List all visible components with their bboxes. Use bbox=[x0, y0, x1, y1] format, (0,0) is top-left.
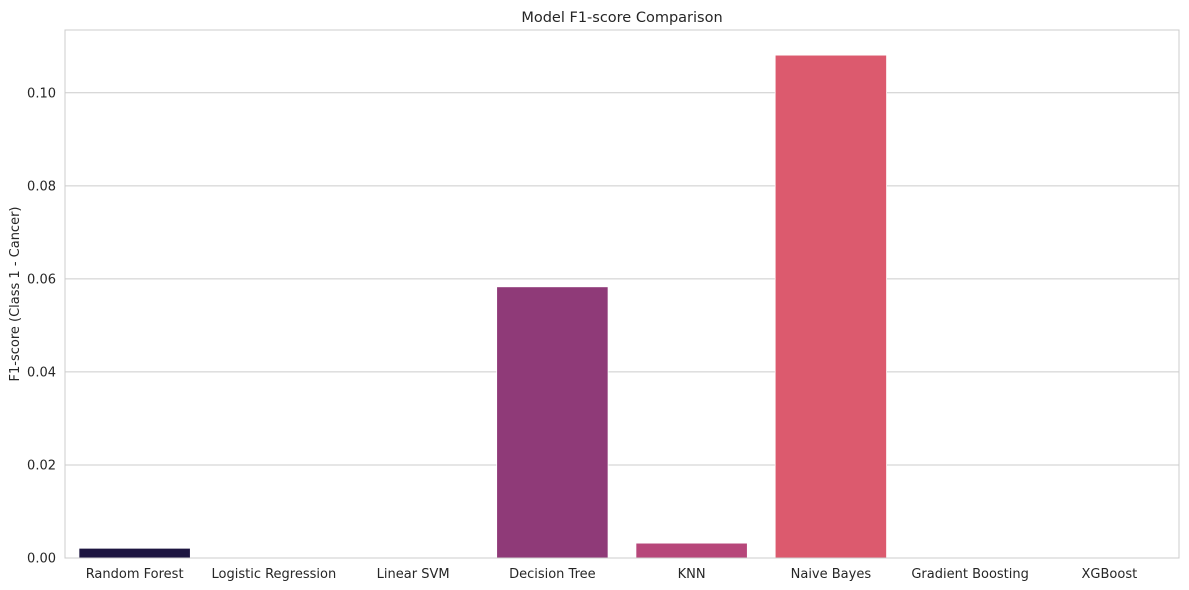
bar-naive-bayes bbox=[774, 54, 887, 559]
y-tick-label: 0.10 bbox=[27, 86, 56, 101]
chart-title: Model F1-score Comparison bbox=[521, 10, 722, 26]
y-tick-label: 0.02 bbox=[27, 458, 56, 473]
x-tick-label: Decision Tree bbox=[509, 567, 596, 582]
y-gridlines bbox=[65, 92, 1179, 559]
bar-knn bbox=[635, 542, 748, 559]
y-tick-label: 0.08 bbox=[27, 179, 56, 194]
y-tick-labels: 0.00 0.02 0.04 0.06 0.08 0.10 bbox=[27, 86, 56, 566]
y-tick-label: 0.00 bbox=[27, 552, 56, 567]
plot-frame bbox=[64, 29, 1180, 559]
x-tick-label: Random Forest bbox=[86, 567, 184, 582]
y-axis-label: F1-score (Class 1 - Cancer) bbox=[8, 207, 23, 382]
bars bbox=[78, 54, 887, 559]
bar-decision-tree bbox=[496, 286, 609, 559]
x-tick-label: KNN bbox=[678, 567, 706, 582]
x-tick-label: Logistic Regression bbox=[212, 567, 337, 582]
x-tick-labels: Random Forest Logistic Regression Linear S… bbox=[86, 567, 1138, 582]
x-tick-label: Naive Bayes bbox=[791, 567, 872, 582]
y-tick-label: 0.06 bbox=[27, 272, 56, 287]
x-tick-label: XGBoost bbox=[1082, 567, 1138, 582]
x-tick-label: Linear SVM bbox=[377, 567, 450, 582]
y-tick-label: 0.04 bbox=[27, 365, 56, 380]
x-tick-label: Gradient Boosting bbox=[911, 567, 1029, 582]
bar-random-forest bbox=[78, 547, 191, 559]
